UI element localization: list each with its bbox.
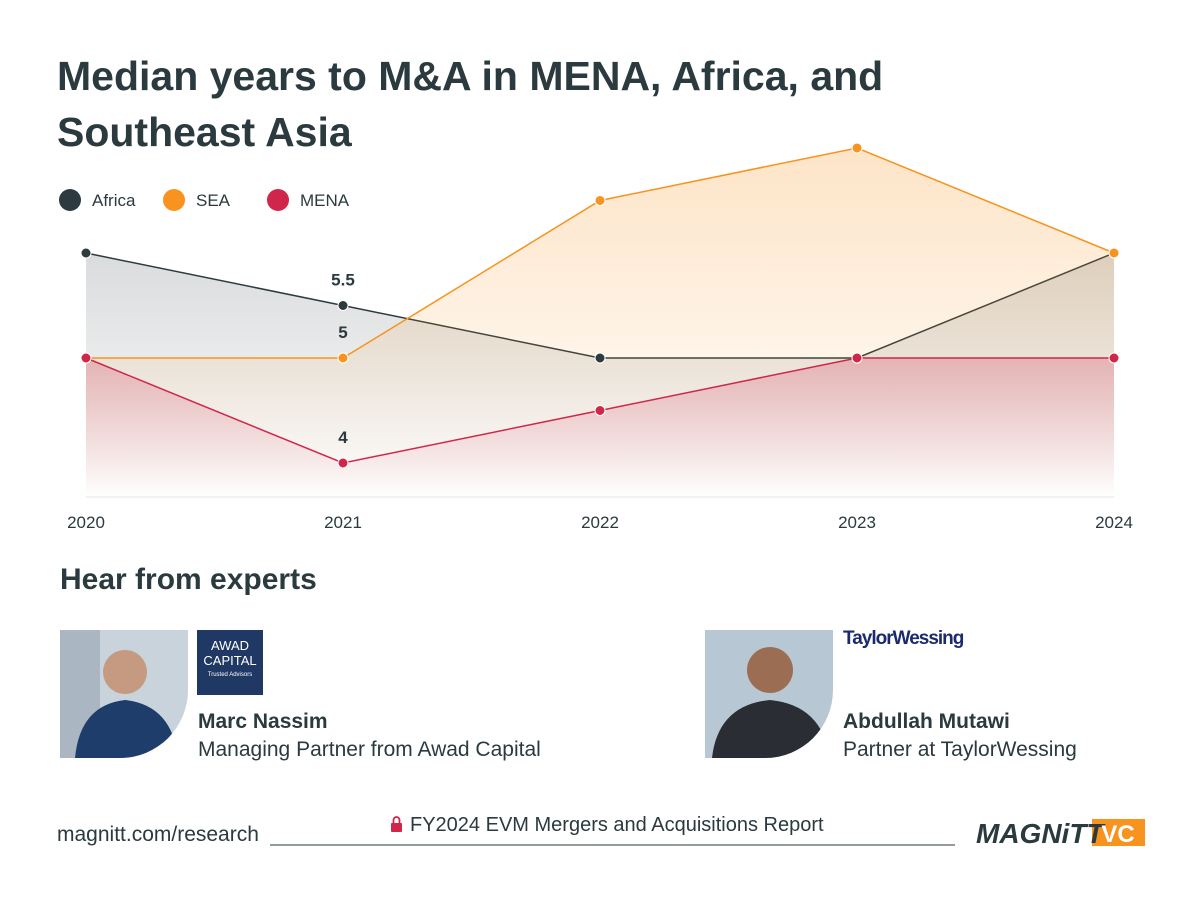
point (337, 300, 349, 311)
expert-photo (705, 630, 833, 758)
point (1108, 352, 1120, 364)
point (80, 352, 92, 364)
x-tick-label: 2023 (838, 513, 876, 532)
expert-role: Partner at TaylorWessing (843, 738, 1077, 761)
expert-name: Abdullah Mutawi (843, 710, 1010, 733)
series-area (86, 358, 1114, 497)
brand-tag-box (1092, 819, 1145, 846)
expert-role: Managing Partner from Awad Capital (198, 738, 541, 761)
legend-marker (163, 189, 185, 211)
footer-url: magnitt.com/research (57, 823, 259, 846)
point (80, 247, 92, 259)
legend-marker (267, 189, 289, 211)
legend-marker (59, 189, 81, 211)
section-heading: Hear from experts (60, 563, 317, 596)
expert-name: Marc Nassim (198, 710, 328, 733)
x-tick-label: 2022 (581, 513, 619, 532)
point (594, 352, 606, 364)
data-label: 5.5 (331, 271, 355, 290)
expert-photo (60, 630, 188, 758)
legend-label: SEA (196, 191, 231, 210)
brand: MAGNiTT (976, 818, 1106, 849)
logo-text: CAPITAL (203, 653, 256, 668)
legend-label: MENA (300, 191, 350, 210)
data-label: 4 (338, 428, 348, 447)
x-tick-label: 2021 (324, 513, 362, 532)
logo-text: TaylorWessing (843, 628, 964, 649)
point (1108, 247, 1120, 259)
point (594, 405, 606, 416)
chart-title: Median years to M&A in MENA, Africa, and… (57, 53, 884, 155)
point (851, 142, 863, 154)
logo-text: Trusted Advisors (208, 672, 252, 678)
point (337, 352, 349, 364)
logo-text: AWAD (211, 638, 249, 653)
point (594, 195, 606, 206)
x-tick-label: 2020 (67, 513, 105, 532)
brand-tag: VC (1101, 821, 1134, 848)
point (851, 352, 863, 364)
lock-icon (391, 816, 402, 832)
legend-label: Africa (92, 191, 136, 210)
x-tick-label: 2024 (1095, 513, 1133, 532)
data-label: 5 (338, 323, 347, 342)
point (337, 457, 349, 469)
report-title: FY2024 EVM Mergers and Acquisitions Repo… (410, 814, 824, 836)
company-logo (197, 630, 263, 695)
plot: 2020 2021 2022 2023 2024 5.5 Africa 5 SEA 4 MENA (59, 142, 1133, 532)
